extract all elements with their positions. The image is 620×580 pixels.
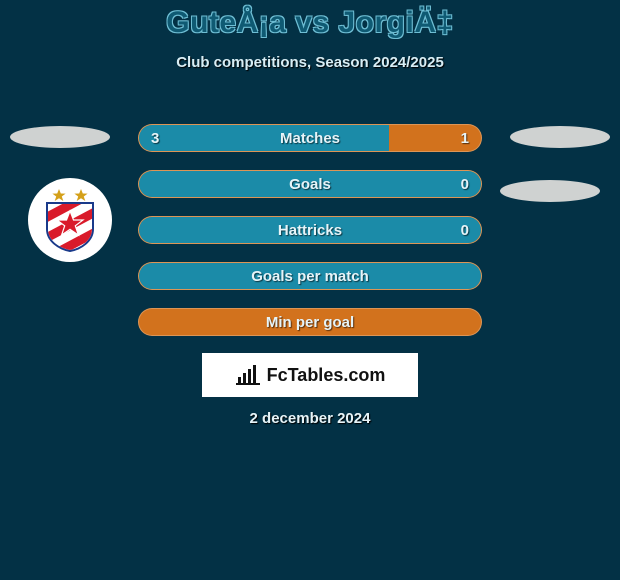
- player-photo-left: [10, 126, 110, 148]
- stat-label: Goals per match: [139, 263, 481, 289]
- club-crest-icon: [35, 185, 105, 255]
- snapshot-date: 2 december 2024: [0, 410, 620, 427]
- stat-row: Goals per match: [138, 262, 482, 290]
- stat-row: 3 Matches 1: [138, 124, 482, 152]
- stat-row: Goals 0: [138, 170, 482, 198]
- page-title: GuteÅ¡a vs JorgiÄ‡: [0, 0, 620, 40]
- club-placeholder-right: [500, 180, 600, 202]
- stat-rows: 3 Matches 1 Goals 0 Hattricks 0 Goals pe…: [138, 124, 482, 354]
- page-subtitle: Club competitions, Season 2024/2025: [0, 54, 620, 71]
- bar-chart-icon: [235, 364, 261, 386]
- stat-right-value: 1: [461, 125, 469, 151]
- site-label: FcTables.com: [267, 365, 386, 386]
- stat-right-value: 0: [461, 171, 469, 197]
- stat-label: Goals: [139, 171, 481, 197]
- club-badge-left: [28, 178, 112, 262]
- stat-right-value: 0: [461, 217, 469, 243]
- stat-label: Matches: [139, 125, 481, 151]
- player-photo-right: [510, 126, 610, 148]
- stat-row: Min per goal: [138, 308, 482, 336]
- stat-label: Hattricks: [139, 217, 481, 243]
- stat-label: Min per goal: [139, 309, 481, 335]
- stat-row: Hattricks 0: [138, 216, 482, 244]
- site-attribution: FcTables.com: [202, 353, 418, 397]
